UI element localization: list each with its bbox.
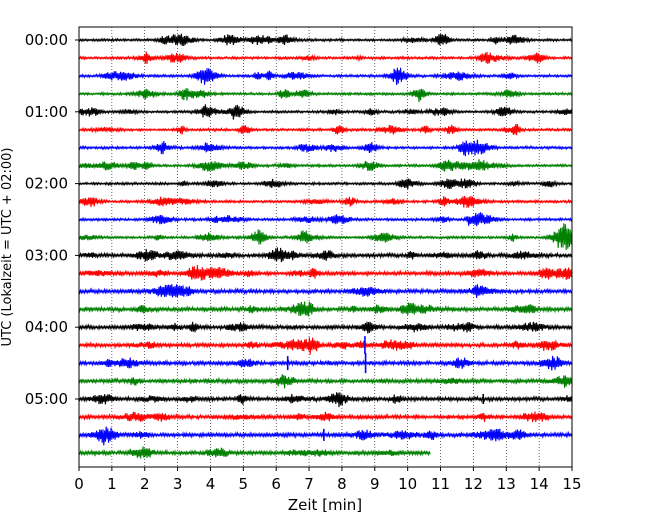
trace-0115 <box>78 123 573 136</box>
trace-0100 <box>78 104 573 120</box>
trace-0030 <box>78 67 573 85</box>
trace-0200 <box>78 178 573 190</box>
x-tick-label: 3 <box>173 475 183 493</box>
vertical-grid <box>111 27 540 467</box>
x-tick-label: 10 <box>398 475 417 493</box>
x-tick-label: 6 <box>271 475 281 493</box>
y-tick-label: 04:00 <box>25 318 68 336</box>
x-tick-label: 8 <box>337 475 347 493</box>
y-tick-label: 00:00 <box>25 31 68 49</box>
trace-0145 <box>78 159 573 172</box>
trace-0530 <box>78 426 573 446</box>
x-tick-label: 13 <box>497 475 516 493</box>
y-axis-label: UTC (Lokalzeit = UTC + 02:00) <box>0 148 15 347</box>
x-tick-label: 0 <box>74 475 84 493</box>
y-axis-ticks: 00:00 01:00 02:00 03:00 04:00 05:00 <box>25 31 79 408</box>
y-tick-label: 05:00 <box>25 390 68 408</box>
x-tick-label: 4 <box>206 475 216 493</box>
trace-0500 <box>78 392 573 408</box>
trace-0445 <box>78 374 573 389</box>
trace-0400 <box>78 321 573 334</box>
trace-0515 <box>78 411 573 423</box>
trace-0245 <box>78 223 573 251</box>
x-tick-label: 9 <box>370 475 380 493</box>
y-tick-label: 02:00 <box>25 175 68 193</box>
trace-0215 <box>78 195 573 208</box>
x-tick-label: 14 <box>530 475 549 493</box>
seismogram-traces <box>78 33 573 459</box>
trace-0315 <box>78 264 573 281</box>
x-tick-label: 5 <box>239 475 249 493</box>
x-tick-label: 11 <box>431 475 450 493</box>
x-tick-label: 7 <box>304 475 314 493</box>
trace-0130 <box>78 139 573 157</box>
y-tick-label: 03:00 <box>25 246 68 264</box>
trace-0230 <box>78 212 573 227</box>
trace-0545 <box>78 446 431 459</box>
x-axis-ticks: 0 1 2 3 4 5 6 7 8 9 10 11 12 13 14 15 <box>74 467 582 493</box>
y-tick-label: 01:00 <box>25 103 68 121</box>
plot-frame <box>78 26 573 468</box>
trace-0000 <box>78 33 573 47</box>
trace-0430 <box>78 355 573 371</box>
trace-0300 <box>78 247 573 263</box>
x-tick-label: 12 <box>464 475 483 493</box>
trace-0345 <box>78 301 573 317</box>
trace-0045 <box>78 88 573 103</box>
x-axis-label: Zeit [min] <box>288 496 362 514</box>
trace-0330 <box>78 284 573 298</box>
x-tick-label: 1 <box>107 475 117 493</box>
x-tick-label: 15 <box>562 475 581 493</box>
x-tick-label: 2 <box>140 475 150 493</box>
trace-0415 <box>78 337 573 355</box>
trace-0015 <box>78 51 573 65</box>
